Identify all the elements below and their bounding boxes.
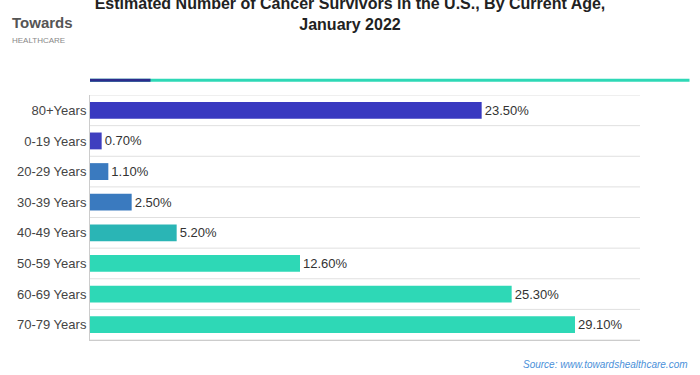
svg-text:60-69 Years: 60-69 Years (17, 287, 87, 302)
svg-text:12.60%: 12.60% (303, 256, 348, 271)
svg-text:23.50%: 23.50% (485, 103, 530, 118)
svg-text:0.70%: 0.70% (105, 133, 142, 148)
svg-text:30-39 Years: 30-39 Years (17, 195, 87, 210)
svg-text:20-29 Years: 20-29 Years (17, 164, 87, 179)
svg-text:Towards: Towards (12, 14, 73, 31)
svg-text:Estimated Number of Cancer Sur: Estimated Number of Cancer Survivors in … (95, 0, 606, 33)
svg-text:80+Years: 80+Years (32, 103, 87, 118)
svg-text:0-19 Years: 0-19 Years (24, 133, 87, 148)
svg-text:1.10%: 1.10% (111, 164, 148, 179)
svg-text:HEALTHCARE: HEALTHCARE (12, 36, 65, 45)
svg-text:29.10%: 29.10% (578, 317, 623, 332)
svg-text:50-59 Years: 50-59 Years (17, 256, 87, 271)
svg-text:70-79 Years: 70-79 Years (17, 317, 87, 332)
svg-text:25.30%: 25.30% (515, 287, 560, 302)
svg-text:2.50%: 2.50% (135, 195, 172, 210)
svg-text:5.20%: 5.20% (180, 225, 217, 240)
svg-text:Source: www.towardshealthcare.: Source: www.towardshealthcare.com (523, 359, 688, 370)
svg-text:40-49 Years: 40-49 Years (17, 225, 87, 240)
